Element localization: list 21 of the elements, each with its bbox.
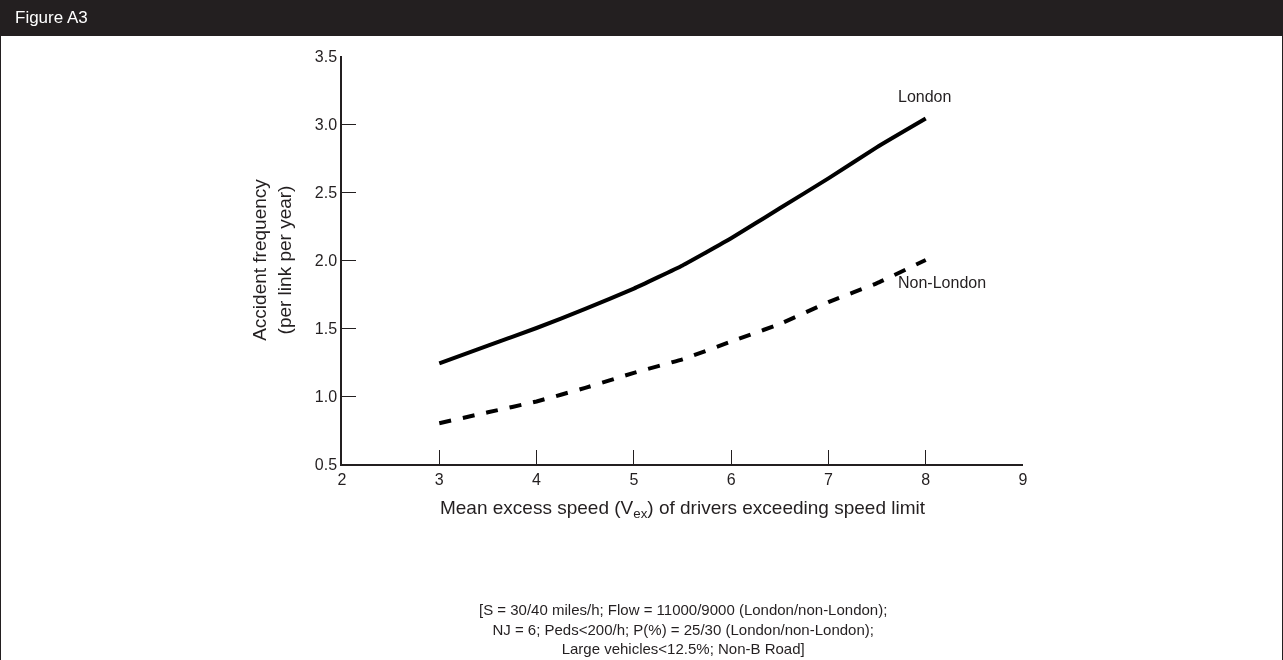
x-tick-label: 5 [629,470,639,488]
y-tick-label: 3.5 [314,47,338,65]
x-axis-title: Mean excess speed (V$_{ex}$) of drivers exceeding speed limit [439,497,926,522]
y-tick-label: 2.5 [314,183,338,201]
y-tick-label: 1.5 [314,319,338,337]
x-tick-label: 2 [337,470,347,488]
series-label: London [898,88,952,105]
series-label: Non-London [898,274,987,291]
text: Figure A3 [1,0,1282,36]
y-tick-label: 0.5 [314,455,338,473]
x-tick-label: 8 [921,470,931,488]
x-tick-label: 4 [532,470,542,488]
y-axis-title: Accident frequency (per link per year) [249,178,296,341]
x-tick-label: 9 [1018,470,1028,488]
x-tick-label: 6 [726,470,736,488]
x-tick-label: 7 [823,470,833,488]
y-tick-label: 2.0 [314,251,338,269]
x-tick-label: 3 [434,470,444,488]
y-tick-label: 3.0 [314,115,338,133]
text: [S = 30/40 miles/h; Flow = 11000/9000 (London/non-London); NJ = 6; Peds<200/h; P(%) = 25/30 (London/non-London); Large vehicles<12.5%; Non-B Road] [479,601,888,657]
y-tick-label: 1.0 [314,387,338,405]
